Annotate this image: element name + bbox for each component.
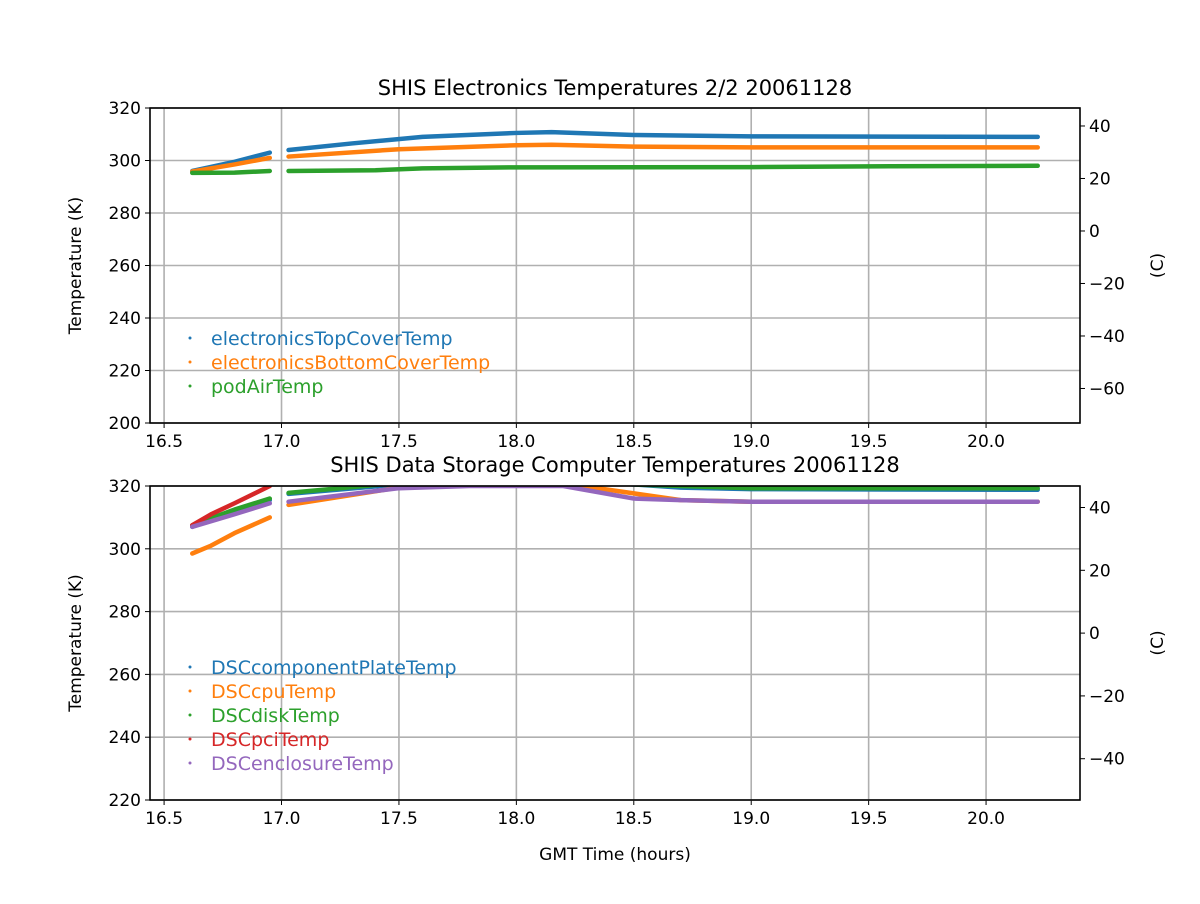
legend-label: podAirTemp (211, 376, 323, 398)
x-axis-label: GMT Time (hours) (539, 845, 691, 865)
legend-marker (188, 761, 192, 765)
y-right-tick-label: 0 (1089, 222, 1100, 242)
series-line (286, 163, 1040, 174)
subplot-2: 16.5 17.0 17.5 18.0 18.5 19.0 19.5 20.0 220 240 26… (66, 453, 1168, 865)
y-tick-label: 280 (109, 603, 141, 623)
y-right-axis-label: (C) (1148, 630, 1168, 655)
y-axis-label: Temperature (K) (66, 574, 86, 713)
legend-marker (188, 384, 192, 388)
legend-marker (188, 336, 192, 340)
series-DSCdiskTemp (190, 486, 1040, 528)
y-right-tick-label: 20 (1089, 169, 1111, 189)
series-DSCenclosureTemp (190, 486, 1040, 530)
legend: DSCcomponentPlateTempDSCcpuTempDSCdiskTe… (188, 657, 457, 775)
chart-title: SHIS Electronics Temperatures 2/2 200611… (378, 76, 852, 100)
legend-label: electronicsTopCoverTemp (211, 328, 453, 350)
x-tick-label: 18.5 (615, 809, 653, 829)
y-tick-label: 280 (109, 204, 141, 224)
x-tick-label: 19.5 (850, 432, 888, 452)
legend: electronicsTopCoverTempelectronicsBottom… (188, 328, 490, 398)
legend-marker (188, 665, 192, 669)
series-line (190, 496, 273, 528)
legend-marker (188, 737, 192, 741)
x-tick-label: 19.0 (732, 809, 770, 829)
legend-label: DSCpciTemp (211, 729, 329, 751)
legend-label: DSCenclosureTemp (211, 753, 394, 775)
series-line (190, 501, 273, 530)
x-tick-label: 17.5 (380, 809, 418, 829)
series-line (286, 129, 1040, 153)
x-tick-label: 19.0 (732, 432, 770, 452)
y-tick-label: 320 (109, 99, 141, 119)
series-line (190, 155, 273, 174)
y-tick-label: 260 (109, 665, 141, 685)
y-tick-label: 260 (109, 257, 141, 277)
x-tick-label: 19.5 (850, 809, 888, 829)
y-right-axis-label: (C) (1148, 253, 1168, 278)
legend-label: DSCdiskTemp (211, 705, 340, 727)
series-line (286, 486, 1040, 496)
legend-marker (188, 713, 192, 717)
x-tick-label: 17.0 (263, 809, 301, 829)
legend-marker (188, 360, 192, 364)
series-podAirTemp (190, 163, 1040, 176)
y-tick-label: 240 (109, 728, 141, 748)
x-tick-label: 18.0 (497, 809, 535, 829)
legend-marker (188, 689, 192, 693)
x-tick-label: 20.0 (967, 809, 1005, 829)
axes-frame (149, 107, 1081, 424)
y-right-tick-label: −20 (1089, 274, 1125, 294)
y-tick-label: 240 (109, 309, 141, 329)
y-tick-label: 320 (109, 477, 141, 497)
legend-label: electronicsBottomCoverTemp (211, 352, 490, 374)
y-right-tick-label: 40 (1089, 117, 1111, 137)
y-right-tick-label: −40 (1089, 327, 1125, 347)
series-line (190, 168, 273, 176)
x-tick-label: 20.0 (967, 432, 1005, 452)
x-tick-label: 16.5 (145, 809, 183, 829)
series-line (286, 142, 1040, 159)
series-line (190, 486, 273, 528)
y-right-tick-label: −20 (1089, 687, 1125, 707)
y-right-tick-label: −60 (1089, 379, 1125, 399)
series-line (190, 515, 273, 556)
y-tick-label: 220 (109, 791, 141, 811)
series-electronicsBottomCoverTemp (190, 142, 1040, 174)
subplot-1: 16.5 17.0 17.5 18.0 18.5 19.0 19.5 20.020022024… (66, 76, 1168, 452)
axes-frame (149, 485, 1081, 801)
y-tick-label: 300 (109, 540, 141, 560)
y-right-tick-label: 20 (1089, 561, 1111, 581)
y-tick-label: 220 (109, 362, 141, 382)
y-tick-label: 300 (109, 152, 141, 172)
series-DSCpciTemp (190, 486, 273, 528)
x-tick-label: 16.5 (145, 432, 183, 452)
series-line (286, 486, 1040, 504)
y-right-tick-label: 0 (1089, 624, 1100, 644)
y-axis-label: Temperature (K) (66, 197, 86, 336)
x-tick-label: 18.0 (497, 432, 535, 452)
y-tick-label: 200 (109, 414, 141, 434)
x-tick-label: 17.0 (263, 432, 301, 452)
chart-title: SHIS Data Storage Computer Temperatures … (330, 453, 900, 477)
y-right-tick-label: 40 (1089, 499, 1111, 519)
y-right-tick-label: −40 (1089, 750, 1125, 770)
x-tick-label: 18.5 (615, 432, 653, 452)
legend-label: DSCcpuTemp (211, 681, 336, 703)
legend-label: DSCcomponentPlateTemp (211, 657, 457, 679)
x-tick-label: 17.5 (380, 432, 418, 452)
